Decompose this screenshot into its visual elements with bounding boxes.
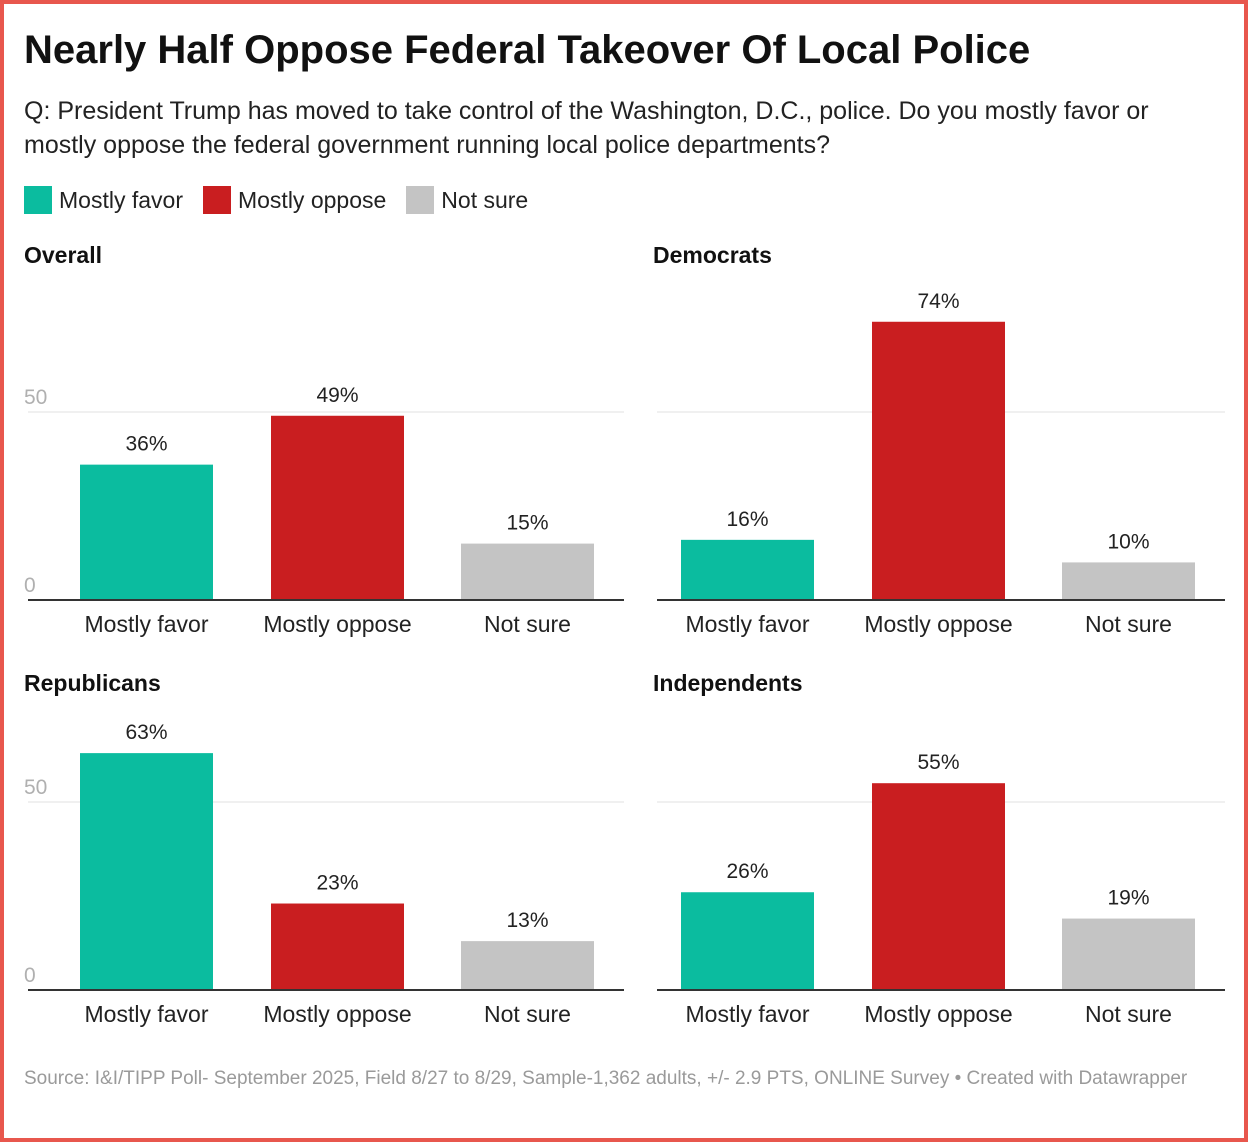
- category-label-mostly-oppose-independents: Mostly oppose: [864, 1001, 1012, 1027]
- chart-subtitle: Q: President Trump has moved to take con…: [24, 97, 1149, 159]
- category-label-not-sure-republicans: Not sure: [484, 1001, 571, 1027]
- data-label-not-sure-independents: 19%: [1107, 887, 1149, 910]
- category-label-mostly-oppose-democrats: Mostly oppose: [864, 611, 1012, 637]
- data-label-not-sure-republicans: 13%: [506, 909, 548, 932]
- data-label-mostly-oppose-independents: 55%: [917, 751, 959, 774]
- bar-mostly-favor-democrats: [681, 539, 814, 600]
- bar-mostly-oppose-republicans: [271, 903, 404, 990]
- category-label-mostly-oppose-overall: Mostly oppose: [263, 611, 411, 637]
- y-tick-label-50-overall: 50: [24, 386, 47, 409]
- legend-label-not-sure: Not sure: [441, 186, 529, 213]
- legend-swatch-not-sure: [406, 186, 435, 214]
- legend-label-favor: Mostly favor: [59, 186, 183, 213]
- data-label-mostly-oppose-democrats: 74%: [917, 290, 959, 313]
- data-label-mostly-favor-overall: 36%: [125, 433, 167, 456]
- bar-not-sure-overall: [461, 543, 594, 600]
- bar-not-sure-democrats: [1062, 562, 1195, 600]
- category-label-mostly-favor-overall: Mostly favor: [85, 611, 209, 637]
- data-label-mostly-favor-republicans: 63%: [125, 721, 167, 744]
- category-label-not-sure-independents: Not sure: [1085, 1001, 1172, 1027]
- bar-mostly-favor-republicans: [80, 753, 213, 990]
- category-label-not-sure-democrats: Not sure: [1085, 611, 1172, 637]
- bar-not-sure-republicans: [461, 941, 594, 990]
- chart-frame: Nearly Half Oppose Federal Takeover Of L…: [4, 4, 1244, 1138]
- bar-mostly-oppose-democrats: [872, 321, 1005, 600]
- bar-mostly-favor-overall: [80, 464, 213, 600]
- category-label-mostly-favor-republicans: Mostly favor: [85, 1001, 209, 1027]
- legend-item-favor: Mostly favor: [24, 186, 183, 214]
- panel-title-republicans: Republicans: [24, 670, 161, 696]
- legend-label-oppose: Mostly oppose: [237, 186, 387, 213]
- y-tick-label-50-republicans: 50: [24, 776, 47, 799]
- bar-mostly-favor-independents: [681, 892, 814, 990]
- data-label-mostly-oppose-overall: 49%: [316, 384, 358, 407]
- panel-title-democrats: Democrats: [653, 242, 772, 268]
- category-label-mostly-oppose-republicans: Mostly oppose: [263, 1001, 411, 1027]
- data-label-mostly-oppose-republicans: 23%: [316, 872, 358, 895]
- category-label-mostly-favor-democrats: Mostly favor: [686, 611, 810, 637]
- y-tick-label-0-overall: 0: [24, 574, 36, 597]
- legend-swatch-favor: [24, 186, 52, 214]
- panel-title-overall: Overall: [24, 242, 102, 268]
- panel-title-independents: Independents: [653, 670, 803, 696]
- bar-mostly-oppose-independents: [872, 783, 1005, 990]
- category-label-mostly-favor-independents: Mostly favor: [686, 1001, 810, 1027]
- data-label-not-sure-democrats: 10%: [1107, 530, 1149, 553]
- legend: Mostly favor Mostly oppose Not sure: [24, 186, 548, 214]
- chart-independents: 26% Mostly favor 55% Mostly oppose 19% Not su…: [657, 751, 1225, 1027]
- category-label-not-sure-overall: Not sure: [484, 611, 571, 637]
- legend-item-not-sure: Not sure: [406, 186, 528, 214]
- bar-mostly-oppose-overall: [271, 415, 404, 600]
- bar-not-sure-independents: [1062, 918, 1195, 990]
- chart-overall: 0 50 36% Mostly favor 49% Mostly oppose 15% Not…: [24, 384, 624, 637]
- data-label-mostly-favor-independents: 26%: [726, 860, 768, 883]
- chart-republicans: 0 50 63% Mostly favor 23% Mostly oppose 13% Not…: [24, 721, 624, 1027]
- data-label-not-sure-overall: 15%: [506, 512, 548, 535]
- data-label-mostly-favor-democrats: 16%: [726, 508, 768, 531]
- legend-swatch-oppose: [202, 186, 231, 214]
- chart-democrats: 16% Mostly favor 74% Mostly oppose 10% Not su…: [657, 290, 1225, 637]
- source-note: Source: I&I/TIPP Poll- September 2025, F…: [24, 1068, 1188, 1089]
- legend-item-oppose: Mostly oppose: [202, 186, 387, 214]
- chart-title: Nearly Half Oppose Federal Takeover Of L…: [24, 28, 1031, 72]
- y-tick-label-0-republicans: 0: [24, 964, 36, 987]
